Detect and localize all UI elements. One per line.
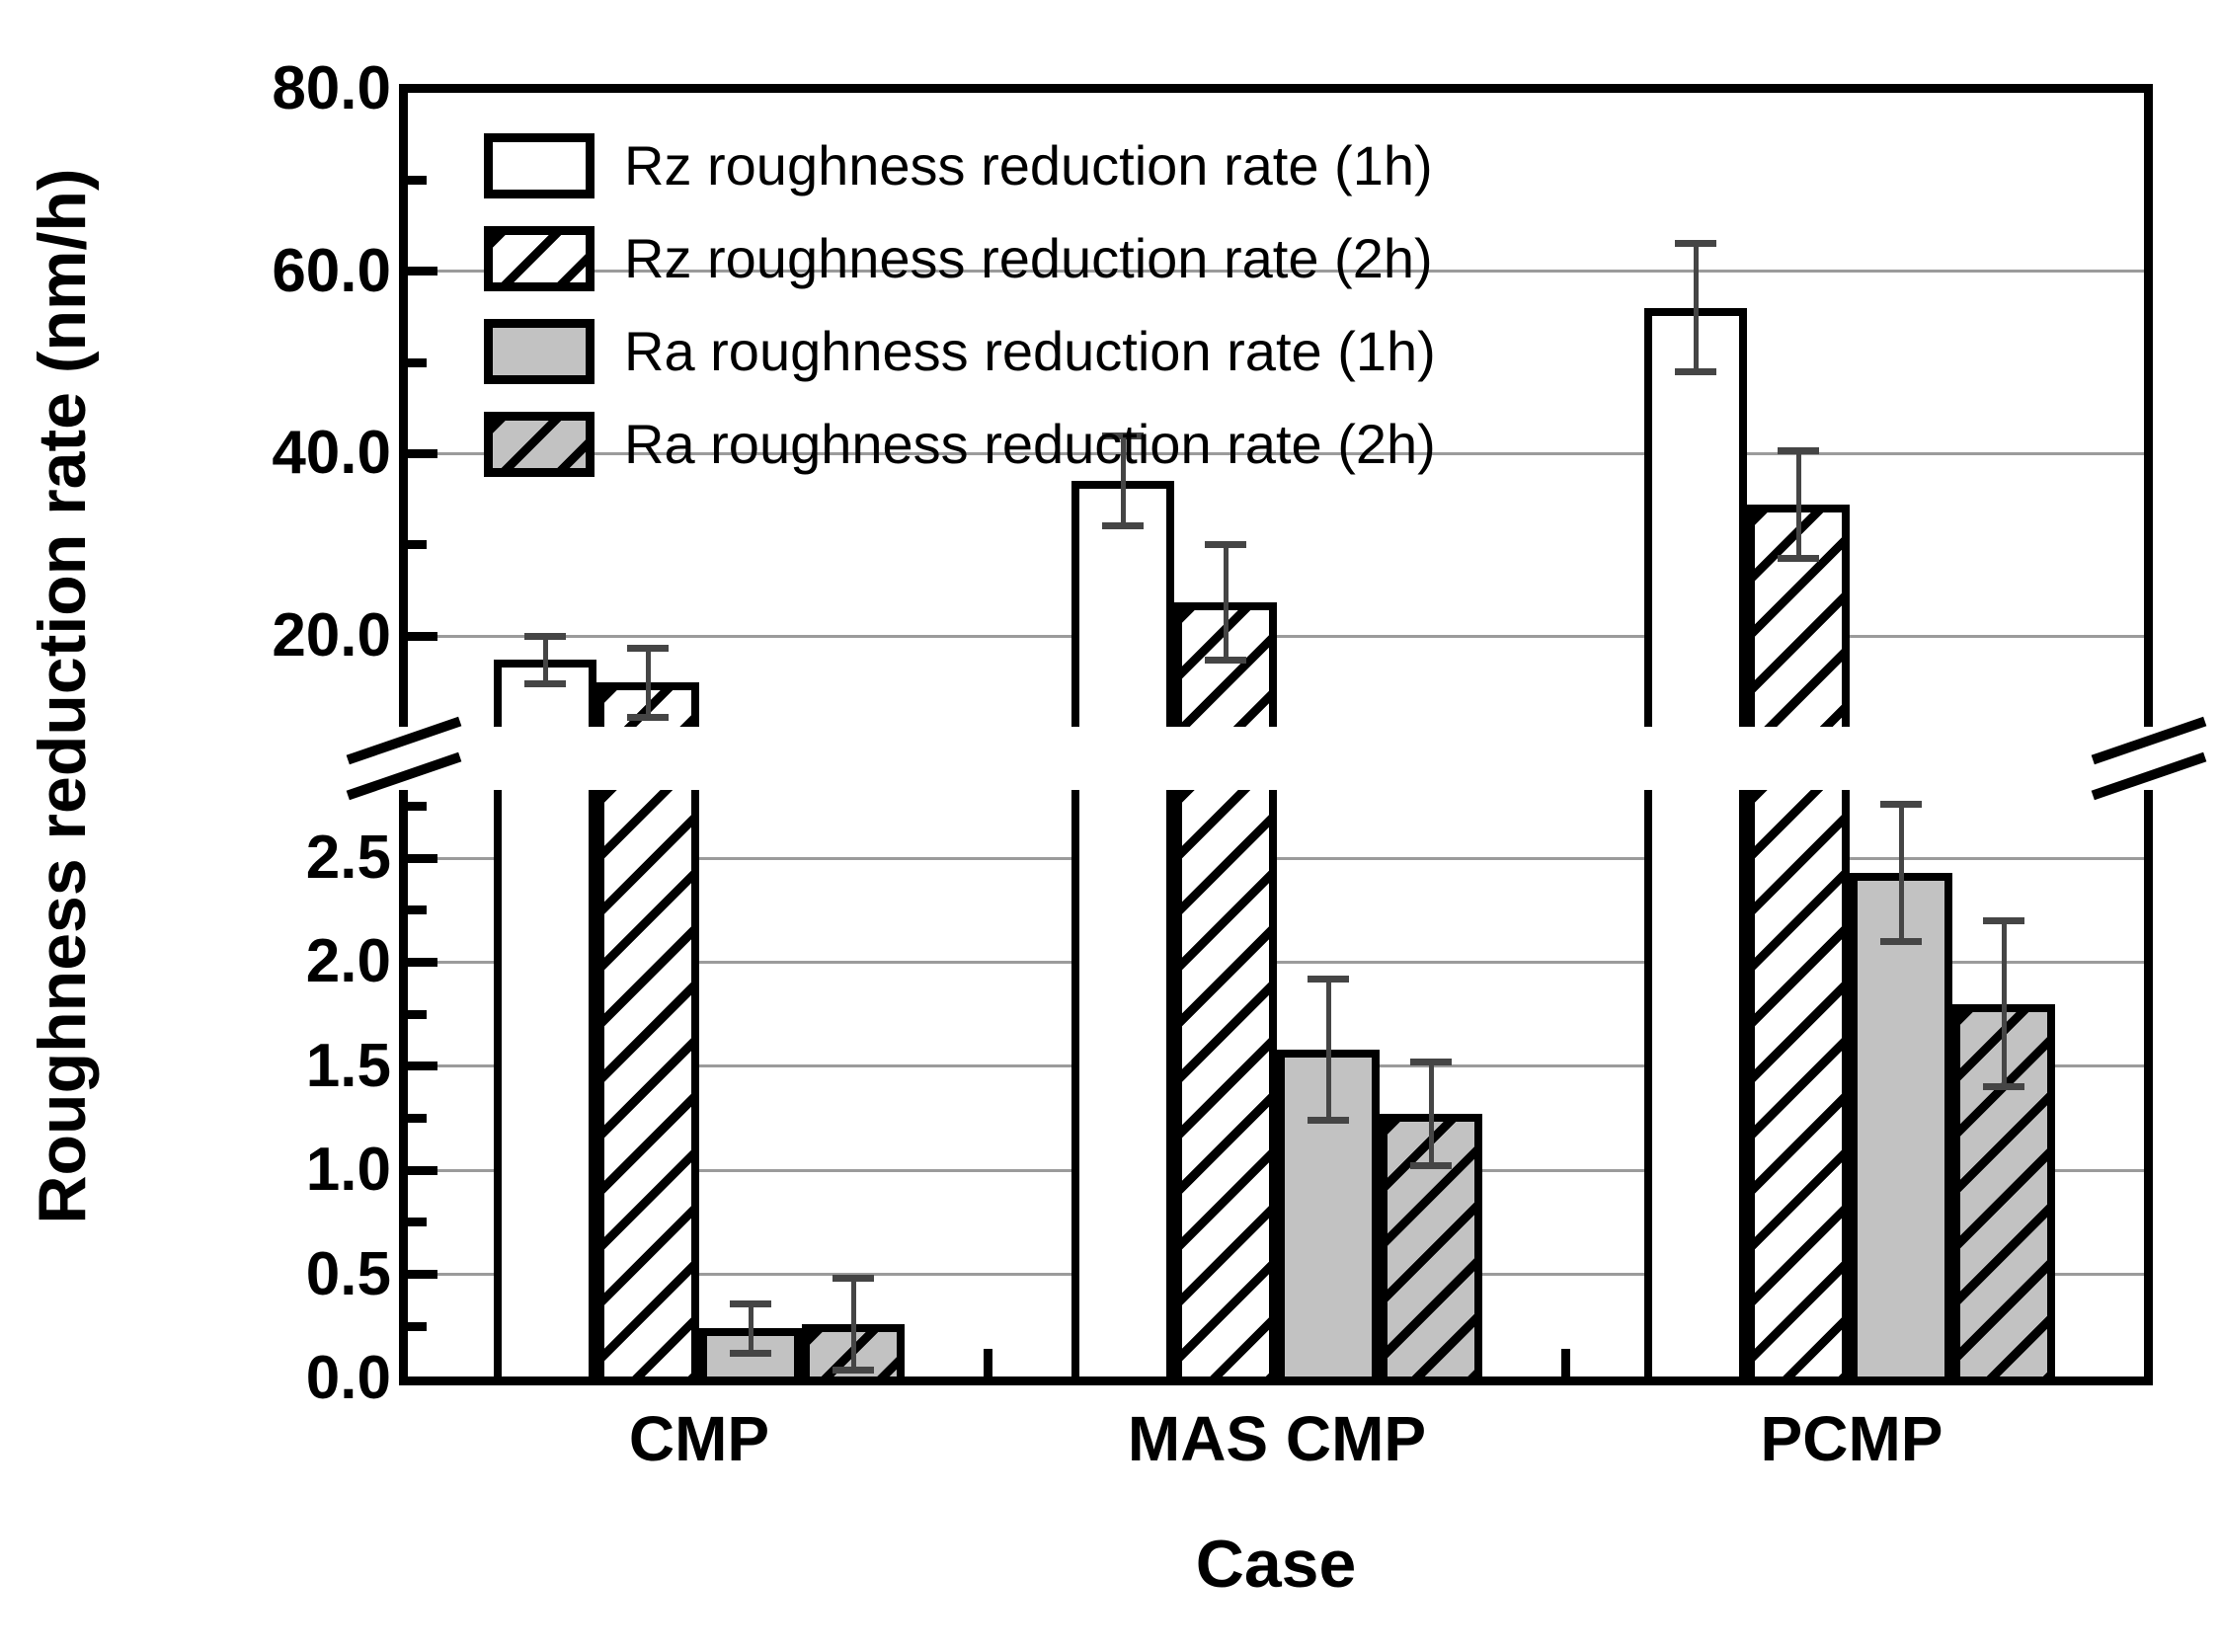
y-minor-tick-lower-1.25 — [408, 1114, 427, 1123]
bar-pcmp-s2 — [1850, 872, 1952, 1377]
error-bar-mas-cmp-s2-line — [1325, 979, 1331, 1121]
error-bar-cmp-s2-cap-bottom — [730, 1350, 771, 1358]
error-bar-mas-cmp-s2-cap-top — [1308, 975, 1349, 983]
error-bar-mas-cmp-s1-cap-top — [1205, 541, 1246, 549]
y-tick-label-0.0: 0.0 — [305, 1344, 391, 1412]
y-axis-title: Roughness reduction rate (nm/h) — [25, 168, 100, 1224]
error-bar-pcmp-s1-cap-top — [1778, 447, 1819, 455]
error-bar-mas-cmp-s3-cap-top — [1410, 1059, 1452, 1066]
bar-mas-cmp-s1-bottom — [1174, 790, 1277, 1377]
bar-pcmp-s0-bottom — [1644, 790, 1747, 1377]
x-category-label-pcmp: PCMP — [1760, 1403, 1943, 1474]
bar-cmp-s1-bottom — [596, 790, 699, 1377]
error-bar-cmp-s3-line — [850, 1278, 856, 1371]
y-minor-tick-lower-2.75 — [408, 801, 427, 811]
legend-label-0: Rz roughness reduction rate (1h) — [624, 134, 1433, 197]
error-bar-cmp-s1-cap-bottom — [627, 713, 669, 721]
y-minor-tick-upper-30 — [408, 540, 427, 550]
y-minor-tick-lower-0.25 — [408, 1321, 427, 1331]
bar-mas-cmp-s0-bottom — [1071, 790, 1174, 1377]
y-minor-tick-lower-2.25 — [408, 905, 427, 915]
x-category-label-mas-cmp: MAS CMP — [1127, 1403, 1427, 1474]
error-bar-cmp-s0-cap-bottom — [524, 679, 566, 687]
y-tick-label-1.0: 1.0 — [305, 1136, 391, 1205]
error-bar-mas-cmp-s0-cap-top — [1102, 433, 1144, 440]
legend-swatch-0 — [484, 133, 595, 198]
error-bar-cmp-s1-line — [645, 648, 651, 718]
error-bar-pcmp-s2-cap-bottom — [1880, 937, 1922, 945]
error-bar-pcmp-s2-line — [1898, 804, 1904, 942]
y-tick-label-80.0: 80.0 — [272, 54, 391, 122]
y-minor-tick-upper-70 — [408, 175, 427, 185]
legend-swatch-1 — [484, 226, 595, 291]
error-bar-pcmp-s0-cap-top — [1675, 240, 1716, 248]
legend-swatch-3 — [484, 412, 595, 477]
error-bar-pcmp-s2-cap-top — [1880, 800, 1922, 808]
gridline-upper-40 — [408, 451, 2144, 455]
error-bar-mas-cmp-s1-line — [1223, 544, 1229, 660]
y-major-tick-lower-2.5 — [408, 853, 437, 863]
y-tick-label-2.0: 2.0 — [305, 927, 391, 996]
y-major-tick-lower-0.5 — [408, 1270, 437, 1280]
legend-swatch-2 — [484, 319, 595, 384]
error-bar-pcmp-s1-cap-bottom — [1778, 555, 1819, 563]
error-bar-mas-cmp-s0-cap-bottom — [1102, 521, 1144, 529]
error-bar-pcmp-s0-cap-bottom — [1675, 367, 1716, 375]
y-major-tick-lower-2 — [408, 957, 437, 967]
gridline-upper-60 — [408, 270, 2144, 274]
error-bar-cmp-s0-line — [542, 636, 548, 683]
y-tick-label-40.0: 40.0 — [272, 419, 391, 488]
bar-mas-cmp-s1-top — [1174, 601, 1277, 727]
y-major-tick-upper-40 — [408, 448, 437, 458]
bar-pcmp-s1-top — [1747, 505, 1850, 727]
error-bar-pcmp-s3-line — [2001, 920, 2007, 1087]
y-major-tick-lower-1.5 — [408, 1062, 437, 1071]
error-bar-mas-cmp-s2-cap-bottom — [1308, 1117, 1349, 1125]
error-bar-cmp-s0-cap-top — [524, 632, 566, 640]
y-tick-label-2.5: 2.5 — [305, 824, 391, 892]
y-major-tick-upper-60 — [408, 267, 437, 276]
y-minor-tick-lower-0.75 — [408, 1218, 427, 1227]
x-category-label-cmp: CMP — [628, 1403, 770, 1474]
error-bar-pcmp-s0-line — [1693, 243, 1699, 372]
bar-cmp-s0-bottom — [494, 790, 596, 1377]
y-minor-tick-upper-50 — [408, 357, 427, 367]
y-major-tick-lower-1 — [408, 1165, 437, 1175]
error-bar-cmp-s1-cap-top — [627, 644, 669, 652]
x-tick-0 — [983, 1349, 992, 1377]
bar-pcmp-s1-bottom — [1747, 790, 1850, 1377]
legend-label-1: Rz roughness reduction rate (2h) — [624, 227, 1433, 289]
error-bar-mas-cmp-s3-cap-bottom — [1410, 1162, 1452, 1170]
error-bar-cmp-s2-line — [748, 1303, 753, 1354]
error-bar-mas-cmp-s3-line — [1428, 1062, 1434, 1166]
x-tick-1 — [1560, 1349, 1570, 1377]
error-bar-cmp-s3-cap-top — [832, 1275, 874, 1283]
error-bar-pcmp-s3-cap-top — [1983, 916, 2024, 924]
y-tick-label-1.5: 1.5 — [305, 1031, 391, 1100]
y-tick-label-20.0: 20.0 — [272, 601, 391, 669]
error-bar-cmp-s3-cap-bottom — [832, 1367, 874, 1375]
error-bar-pcmp-s1-line — [1795, 450, 1801, 559]
y-minor-tick-lower-1.75 — [408, 1009, 427, 1019]
error-bar-mas-cmp-s1-cap-bottom — [1205, 656, 1246, 664]
y-major-tick-upper-20 — [408, 631, 437, 641]
error-bar-cmp-s2-cap-top — [730, 1299, 771, 1307]
error-bar-mas-cmp-s0-line — [1120, 435, 1126, 526]
y-tick-label-0.5: 0.5 — [305, 1239, 391, 1308]
x-axis-title: Case — [1195, 1527, 1357, 1602]
bar-pcmp-s0-top — [1644, 307, 1747, 727]
bar-pcmp-s3 — [1952, 1003, 2055, 1377]
legend-label-3: Ra roughness reduction rate (2h) — [624, 413, 1436, 475]
y-tick-label-60.0: 60.0 — [272, 236, 391, 305]
error-bar-pcmp-s3-cap-bottom — [1983, 1083, 2024, 1091]
legend-label-2: Ra roughness reduction rate (1h) — [624, 320, 1436, 382]
